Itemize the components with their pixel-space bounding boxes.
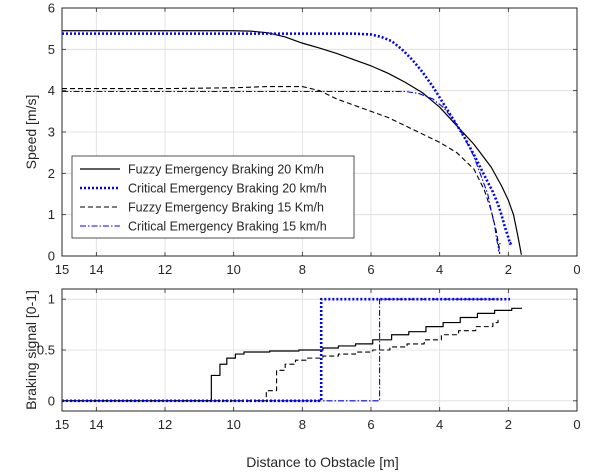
- x-tick-label: 12: [158, 262, 172, 277]
- x-tick-label: 6: [367, 262, 374, 277]
- legend-entries: Fuzzy Emergency Braking 20 Km/h Critical …: [80, 163, 327, 234]
- series-line: [62, 307, 523, 402]
- y-tick-label: 6: [48, 1, 55, 16]
- x-tick-label: 10: [226, 262, 240, 277]
- x-tick-label: 0: [573, 262, 580, 277]
- braking-series-layer: [62, 297, 523, 403]
- y-tick-label: 5: [48, 42, 55, 57]
- x-tick-label: 15: [55, 262, 69, 277]
- legend-label: Fuzzy Emergency Braking 20 Km/h: [128, 163, 324, 177]
- x-tick-label: 2: [505, 417, 512, 432]
- braking-y-axis-label: Braking signal [0-1]: [23, 290, 39, 410]
- y-tick-label: 1: [48, 292, 55, 307]
- x-tick-label: 8: [299, 417, 306, 432]
- x-tick-label: 2: [505, 262, 512, 277]
- legend-label: Critical Emergency Braking 15 km/h: [128, 220, 327, 234]
- legend-label: Fuzzy Emergency Braking 15 Km/h: [128, 201, 324, 215]
- x-tick-label: 12: [158, 417, 172, 432]
- x-tick-label: 15: [55, 417, 69, 432]
- y-tick-label: 0: [48, 393, 55, 408]
- x-tick-label: 4: [436, 262, 443, 277]
- series-line: [62, 317, 499, 402]
- series-line: [62, 32, 514, 245]
- y-tick-label: 0: [48, 249, 55, 264]
- x-tick-label: 14: [89, 262, 103, 277]
- x-tick-label: 0: [573, 417, 580, 432]
- x-tick-label: 6: [367, 417, 374, 432]
- y-tick-label: 0.5: [37, 343, 55, 358]
- legend-box: [71, 155, 355, 239]
- speed-legend: Fuzzy Emergency Braking 20 Km/h Critical …: [71, 155, 355, 239]
- braking-axes: 15 14 12 10 8 6 4 2 000.51 Braking signal [0-1] …: [23, 288, 581, 470]
- speed-y-axis-label: Speed [m/s]: [23, 95, 39, 170]
- y-tick-label: 1: [48, 207, 55, 222]
- series-line: [62, 298, 502, 402]
- x-tick-label: 10: [226, 417, 240, 432]
- y-tick-label: 2: [48, 166, 55, 181]
- y-tick-label: 3: [48, 125, 55, 140]
- legend-label: Critical Emergency Braking 20 km/h: [128, 182, 327, 196]
- series-line: [62, 90, 502, 252]
- x-tick-label: 4: [436, 417, 443, 432]
- speed-series-layer: [62, 30, 522, 255]
- braking-ticks: 15 14 12 10 8 6 4 2 0 0 0.5 1: [37, 289, 581, 432]
- x-axis-label: Distance to Obstacle [m]: [246, 454, 399, 470]
- x-tick-label: 8: [299, 262, 306, 277]
- x-tick-label: 14: [89, 417, 103, 432]
- y-tick-label: 4: [48, 83, 55, 98]
